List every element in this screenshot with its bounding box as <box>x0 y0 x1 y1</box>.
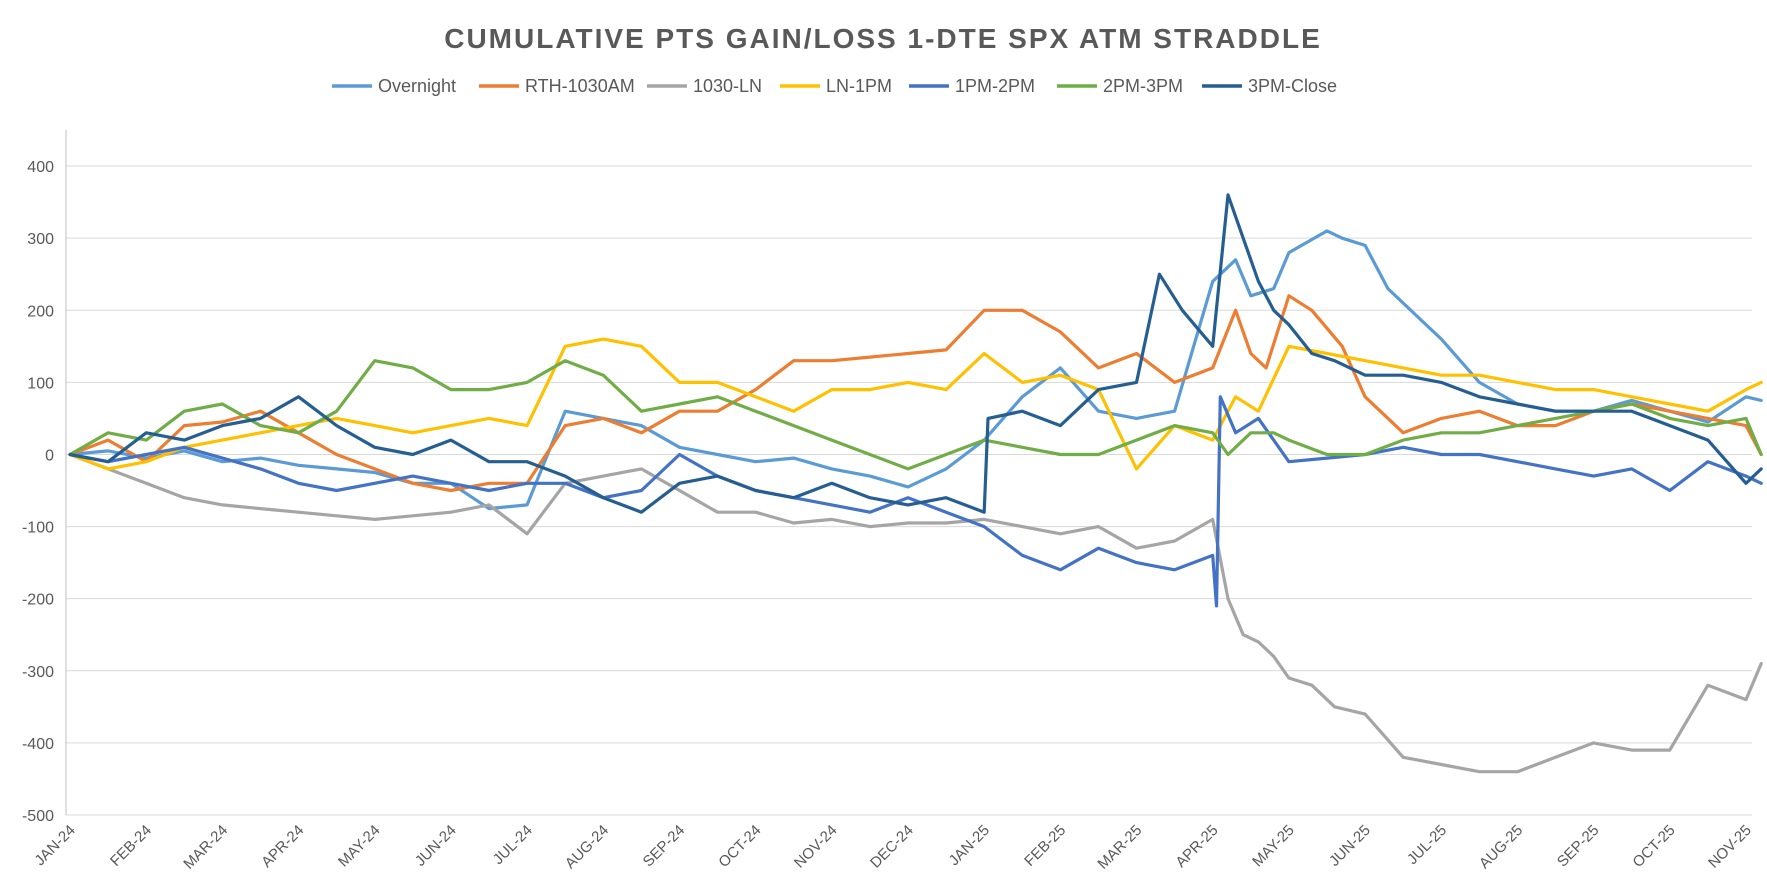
legend-label: Overnight <box>378 76 456 96</box>
chart-title: CUMULATIVE PTS GAIN/LOSS 1-DTE SPX ATM S… <box>444 23 1322 54</box>
legend-label: 3PM-Close <box>1248 76 1337 96</box>
legend-label: 2PM-3PM <box>1103 76 1183 96</box>
y-tick-label: -100 <box>22 520 54 537</box>
series-line-1pm-2pm <box>68 395 1763 608</box>
legend-label: 1030-LN <box>693 76 762 96</box>
y-axis-ticks: 400 300 200 100 0 -100 -200 -300 -400 -500 <box>22 159 54 825</box>
y-tick-label: -200 <box>22 592 54 609</box>
legend-label: RTH-1030AM <box>525 76 635 96</box>
legend-label: 1PM-2PM <box>955 76 1035 96</box>
y-tick-label: -400 <box>22 736 54 753</box>
legend-label: LN-1PM <box>826 76 892 96</box>
series-line-rth-1030am <box>68 294 1763 493</box>
gridlines <box>66 165 1752 816</box>
y-tick-label: -300 <box>22 664 54 681</box>
series-line-2pm-3pm <box>68 359 1763 471</box>
y-tick-label: 200 <box>27 303 54 320</box>
series-line-3pm-close <box>68 193 1763 514</box>
y-tick-label: 400 <box>27 159 54 176</box>
series-line-ln-1pm <box>68 337 1763 471</box>
series-line-1030-ln <box>68 452 1763 774</box>
y-tick-label: 300 <box>27 231 54 248</box>
series-lines <box>68 193 1763 774</box>
y-tick-label: 0 <box>45 447 54 464</box>
legend: Overnight RTH-1030AM 1030-LN LN-1PM 1PM-2PM 2… <box>332 76 1337 96</box>
y-tick-label: -500 <box>22 808 54 825</box>
y-tick-label: 100 <box>27 375 54 392</box>
